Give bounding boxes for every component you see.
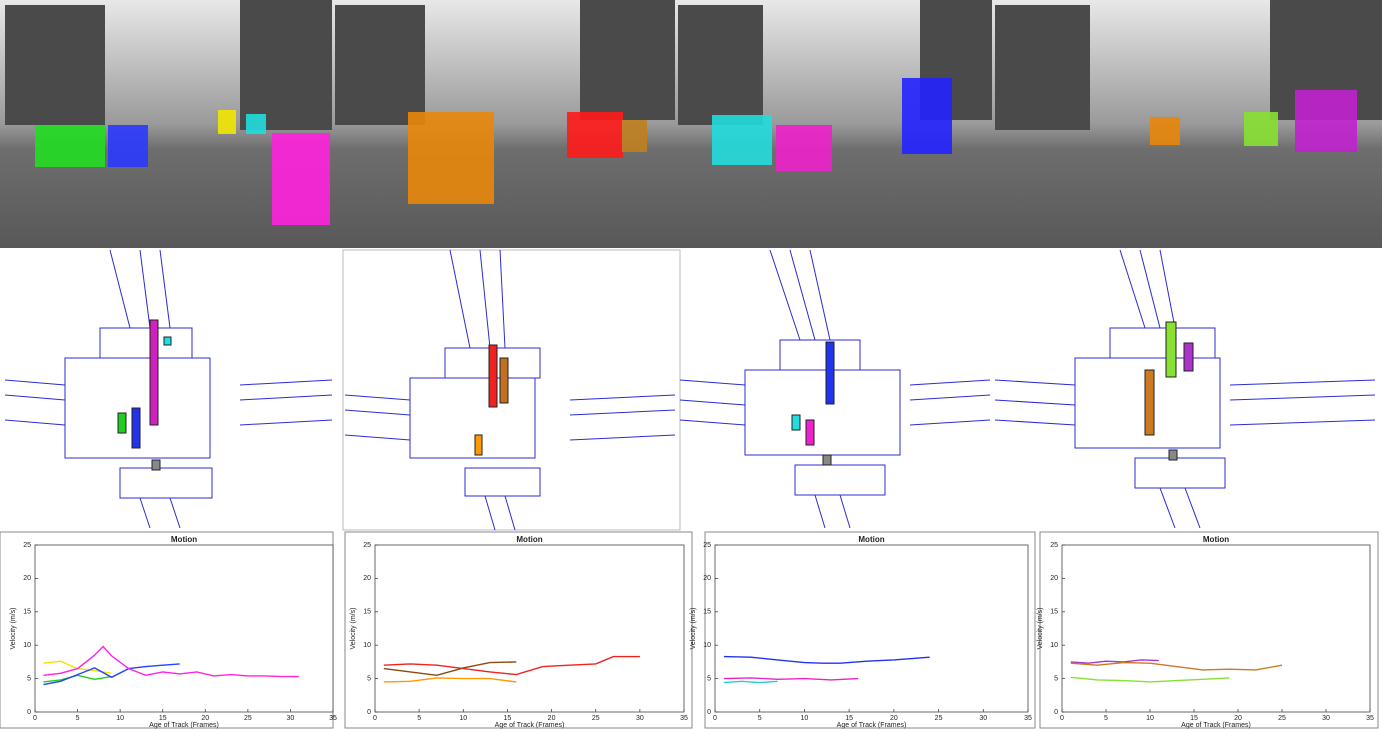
y-tick-label: 5: [1054, 675, 1058, 682]
x-axis-label: Age of Track (Frames): [149, 722, 219, 729]
y-tick-label: 15: [23, 609, 31, 616]
y-tick-label: 20: [23, 575, 31, 582]
y-tick-label: 10: [363, 642, 371, 649]
plot-area: [35, 545, 333, 712]
x-tick-label: 20: [890, 715, 898, 722]
x-tick-label: 0: [373, 715, 377, 722]
y-tick-label: 25: [703, 542, 711, 549]
figure: 0 5 10 15 20 25 30 35 0 5 10 15 20 25 Motion Age of Tra…: [0, 0, 1382, 729]
chart-title: Motion: [171, 535, 197, 544]
x-tick-label: 10: [459, 715, 467, 722]
chart: 0 5 10 15 20 25 30 35 0 5 10 15 20 25 Motion Age of Tra…: [1037, 532, 1378, 729]
x-tick-label: 10: [116, 715, 124, 722]
x-tick-label: 15: [1190, 715, 1198, 722]
x-tick-label: 35: [329, 715, 337, 722]
y-tick-label: 5: [367, 675, 371, 682]
y-tick-label: 10: [23, 642, 31, 649]
y-axis-label: Velocity (m/s): [1037, 607, 1044, 649]
x-tick-label: 20: [201, 715, 209, 722]
chart: 0 5 10 15 20 25 30 35 0 5 10 15 20 25 Motion Age of Tra…: [0, 532, 337, 729]
y-axis-label: Velocity (m/s): [10, 607, 17, 649]
x-tick-label: 5: [76, 715, 80, 722]
map-row: [0, 248, 1382, 532]
y-tick-label: 15: [1050, 609, 1058, 616]
y-tick-label: 0: [367, 709, 371, 716]
plot-area: [375, 545, 684, 712]
camera-row: [0, 0, 1382, 248]
y-tick-label: 0: [707, 709, 711, 716]
chart-title: Motion: [1203, 535, 1229, 544]
x-tick-label: 25: [244, 715, 252, 722]
x-tick-label: 5: [1104, 715, 1108, 722]
x-tick-label: 20: [548, 715, 556, 722]
chart-title: Motion: [858, 535, 884, 544]
y-tick-label: 0: [1054, 709, 1058, 716]
x-axis-label: Age of Track (Frames): [495, 722, 565, 729]
y-tick-label: 15: [703, 609, 711, 616]
x-tick-label: 35: [1366, 715, 1374, 722]
x-tick-label: 0: [1060, 715, 1064, 722]
x-tick-label: 35: [680, 715, 688, 722]
y-axis-label: Velocity (m/s): [350, 607, 357, 649]
x-tick-label: 30: [287, 715, 295, 722]
y-tick-label: 20: [363, 575, 371, 582]
y-axis-label: Velocity (m/s): [690, 607, 697, 649]
y-tick-label: 20: [703, 575, 711, 582]
y-tick-label: 10: [1050, 642, 1058, 649]
x-tick-label: 25: [935, 715, 943, 722]
x-tick-label: 25: [1278, 715, 1286, 722]
plot-area: [1062, 545, 1370, 712]
x-tick-label: 30: [979, 715, 987, 722]
y-tick-label: 25: [1050, 542, 1058, 549]
y-tick-label: 0: [27, 709, 31, 716]
chart: 0 5 10 15 20 25 30 35 0 5 10 15 20 25 Motion Age of Tra…: [690, 532, 1035, 729]
y-tick-label: 20: [1050, 575, 1058, 582]
x-tick-label: 0: [713, 715, 717, 722]
x-tick-label: 15: [159, 715, 167, 722]
x-tick-label: 5: [417, 715, 421, 722]
chart-title: Motion: [516, 535, 542, 544]
y-tick-label: 5: [707, 675, 711, 682]
x-tick-label: 5: [758, 715, 762, 722]
x-tick-label: 10: [801, 715, 809, 722]
x-tick-label: 35: [1024, 715, 1032, 722]
x-tick-label: 15: [504, 715, 512, 722]
x-tick-label: 15: [845, 715, 853, 722]
x-tick-label: 20: [1234, 715, 1242, 722]
x-axis-label: Age of Track (Frames): [1181, 722, 1251, 729]
data-line: [724, 681, 778, 682]
y-tick-label: 5: [27, 675, 31, 682]
y-tick-label: 25: [363, 542, 371, 549]
x-tick-label: 10: [1146, 715, 1154, 722]
plot-area: [715, 545, 1028, 712]
x-tick-label: 0: [33, 715, 37, 722]
x-tick-label: 30: [1322, 715, 1330, 722]
y-tick-label: 10: [703, 642, 711, 649]
y-tick-label: 15: [363, 609, 371, 616]
x-tick-label: 30: [636, 715, 644, 722]
chart: 0 5 10 15 20 25 30 35 0 5 10 15 20 25 Motion Age of Tra…: [345, 532, 692, 729]
y-tick-label: 25: [23, 542, 31, 549]
x-tick-label: 25: [592, 715, 600, 722]
x-axis-label: Age of Track (Frames): [837, 722, 907, 729]
